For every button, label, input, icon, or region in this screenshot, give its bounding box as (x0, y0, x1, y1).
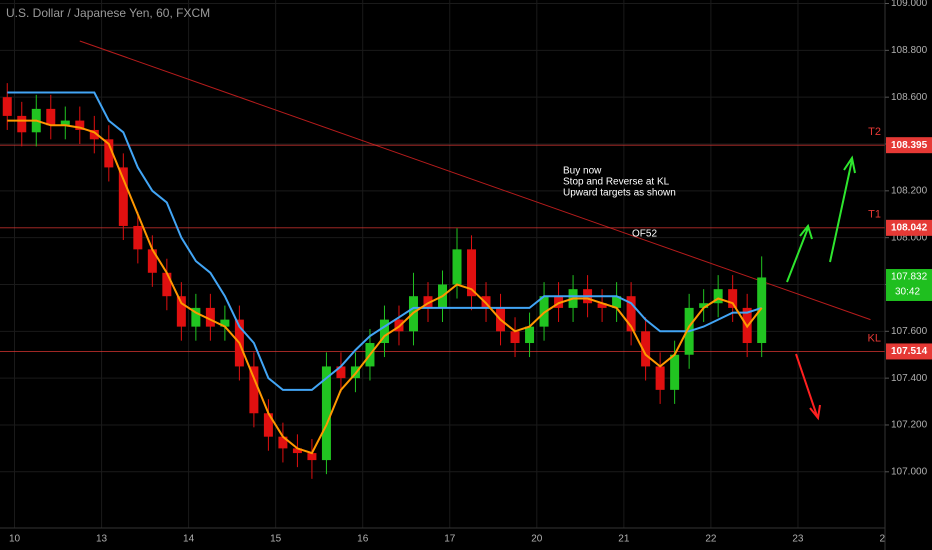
indicator-line (7, 119, 763, 455)
annotation: Buy now (563, 166, 602, 177)
candle-body (17, 115, 27, 133)
last-price-label: 107.832 (891, 272, 928, 283)
candle-body (713, 289, 723, 304)
candle-body (467, 249, 477, 297)
candle-body (2, 97, 12, 116)
y-tick-label: 107.400 (891, 373, 928, 384)
candle-body (321, 366, 331, 461)
y-tick-label: 107.000 (891, 466, 928, 477)
candle-body (249, 366, 259, 414)
countdown-label: 30:42 (895, 287, 920, 298)
candle-body (162, 272, 172, 297)
candle-body (46, 108, 56, 126)
x-axis-panel (0, 528, 932, 550)
candle-body (626, 296, 636, 332)
price-badge-label: 107.514 (891, 346, 928, 357)
level-name: T1 (868, 209, 881, 221)
x-tick-label: 23 (792, 534, 804, 545)
candle-body (612, 296, 622, 308)
x-tick-label: 10 (9, 534, 21, 545)
marker-label: OF52 (632, 229, 657, 240)
candle-body (118, 167, 128, 226)
candle-body (292, 448, 302, 454)
candle-body (205, 307, 215, 327)
annotation: Upward targets as shown (563, 188, 676, 199)
candle-body (133, 225, 143, 250)
x-tick-label: 22 (705, 534, 717, 545)
candle-body (89, 129, 99, 140)
candle-body (278, 436, 288, 449)
candle-body (176, 296, 186, 327)
x-tick-label: 20 (531, 534, 543, 545)
price-badge-label: 108.395 (891, 140, 928, 151)
x-tick-label: 13 (96, 534, 108, 545)
candle-body (104, 139, 114, 168)
indicator-line (7, 91, 763, 391)
candle-body (728, 289, 738, 308)
candle-body (525, 326, 535, 344)
arrow-down (795, 353, 821, 421)
arrow-up (786, 155, 856, 283)
candle-body (539, 296, 549, 327)
y-tick-label: 108.000 (891, 232, 928, 243)
candle-body (670, 354, 680, 390)
candle-body (60, 120, 70, 126)
candle-body (147, 249, 157, 273)
candle-body (423, 296, 433, 308)
x-tick-label: 17 (444, 534, 456, 545)
chart-title: U.S. Dollar / Japanese Yen, 60, FXCM (6, 6, 210, 20)
candle-body (220, 319, 230, 327)
x-tick-label: 14 (183, 534, 195, 545)
candle-body (379, 319, 389, 344)
x-tick-label: 21 (618, 534, 630, 545)
candle-body (263, 413, 273, 437)
x-tick-label: 16 (357, 534, 369, 545)
candle-body (641, 331, 651, 367)
level-name: KL (868, 332, 881, 344)
trendline (79, 40, 871, 321)
candle-body (757, 277, 767, 344)
candle-body (510, 331, 520, 344)
candle-body (597, 303, 607, 308)
candle-body (699, 303, 709, 308)
annotation: Stop and Reverse at KL (563, 177, 670, 188)
y-tick-label: 108.600 (891, 92, 928, 103)
candle-body (75, 120, 85, 130)
last-price-badge (886, 268, 932, 301)
x-tick-label: 15 (270, 534, 282, 545)
candle-body (452, 249, 462, 285)
candle-body (336, 366, 346, 379)
candle-body (554, 296, 564, 308)
y-tick-label: 107.200 (891, 420, 928, 431)
price-badge (886, 137, 932, 154)
y-tick-label: 108.200 (891, 185, 928, 196)
y-tick-label: 109.000 (891, 0, 928, 9)
plot-area: T2 T1 KL (0, 0, 886, 528)
price-badge (886, 219, 932, 236)
y-tick-label: 107.600 (891, 326, 928, 337)
candle-body (655, 366, 665, 390)
price-badge-label: 108.042 (891, 222, 928, 233)
price-badge (886, 343, 932, 360)
candle-body (191, 307, 201, 327)
level-name: T2 (868, 126, 881, 138)
candle-body (307, 453, 317, 461)
y-tick-label: 108.800 (891, 45, 928, 56)
